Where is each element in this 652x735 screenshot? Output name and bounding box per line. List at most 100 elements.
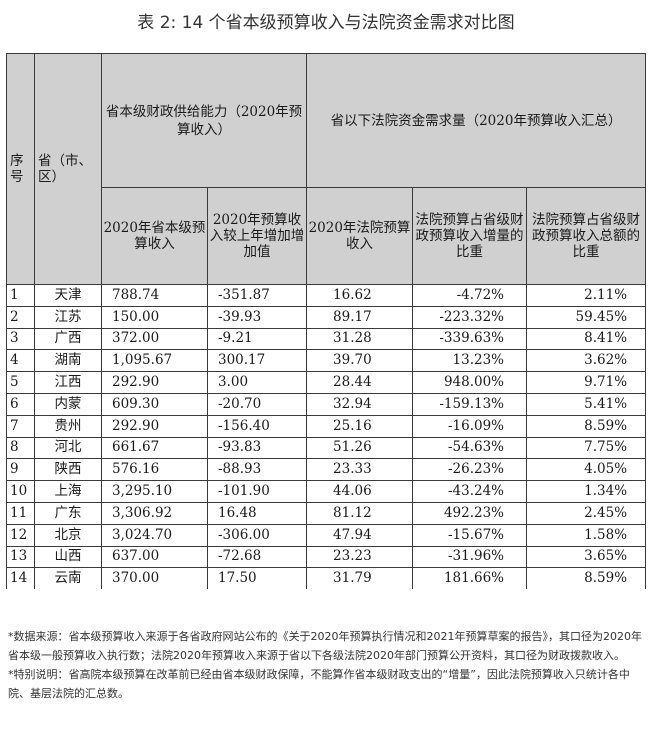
row-court-budget: 31.79 (306, 567, 414, 590)
row-ratio-total: 3.65% (526, 545, 647, 569)
row-budget: 661.67 (101, 436, 208, 460)
row-province: 山西 (34, 545, 102, 569)
row-province: 云南 (34, 567, 102, 590)
row-court-budget: 51.26 (306, 436, 414, 460)
row-increase: 16.48 (206, 501, 308, 525)
table-row: 6 内蒙 609.30 -20.70 32.94 -159.13% 5.41% (6, 392, 647, 416)
row-budget: 576.16 (101, 458, 208, 482)
table-row: 7 贵州 292.90 -156.40 25.16 -16.09% 8.59% (6, 414, 647, 438)
row-index: 11 (6, 501, 35, 525)
table-row: 9 陕西 576.16 -88.93 23.33 -26.23% 4.05% (6, 458, 647, 482)
row-ratio-increase: -159.13% (412, 392, 528, 416)
row-court-budget: 44.06 (306, 480, 414, 503)
row-index: 7 (6, 414, 35, 438)
row-increase: -351.87 (206, 284, 308, 307)
row-budget: 609.30 (101, 392, 208, 416)
row-index: 4 (6, 349, 35, 373)
row-increase: 300.17 (206, 349, 308, 373)
row-index: 8 (6, 436, 35, 460)
row-budget: 150.00 (101, 305, 208, 329)
header-court-ratio-increase: 法院预算占省级财政预算收入增量的比重 (412, 187, 528, 285)
row-province: 北京 (34, 523, 102, 547)
row-ratio-increase: -16.09% (412, 414, 528, 438)
budget-comparison-table: 序号 省（市、区） 省本级财政供给能力（2020年预算收入） 省以下法院资金需求… (6, 53, 647, 590)
row-index: 5 (6, 371, 35, 394)
row-ratio-increase: -4.72% (412, 284, 528, 307)
table-title: 表 2: 14 个省本级预算收入与法院资金需求对比图 (137, 13, 515, 33)
table-row: 4 湖南 1,095.67 300.17 39.70 13.23% 3.62% (6, 349, 647, 373)
row-court-budget: 32.94 (306, 392, 414, 416)
row-budget: 1,095.67 (101, 349, 208, 373)
row-court-budget: 89.17 (306, 305, 414, 329)
row-ratio-increase: -339.63% (412, 327, 528, 351)
row-court-budget: 16.62 (306, 284, 414, 307)
header-budget: 2020年省本级预算收入 (101, 187, 208, 285)
table-row: 5 江西 292.90 3.00 28.44 948.00% 9.71% (6, 371, 647, 394)
row-court-budget: 39.70 (306, 349, 414, 373)
row-ratio-total: 2.11% (526, 284, 647, 307)
row-ratio-increase: -31.96% (412, 545, 528, 569)
row-ratio-increase: -223.32% (412, 305, 528, 329)
notes: *数据来源：省本级预算收入来源于各省政府网站公布的《关于2020年预算执行情况和… (8, 627, 648, 703)
row-budget: 3,024.70 (101, 523, 208, 547)
row-ratio-total: 8.41% (526, 327, 647, 351)
table-row: 13 山西 637.00 -72.68 23.23 -31.96% 3.65% (6, 545, 647, 569)
table-row: 14 云南 370.00 17.50 31.79 181.66% 8.59% (6, 567, 647, 590)
row-budget: 3,295.10 (101, 480, 208, 503)
row-court-budget: 28.44 (306, 371, 414, 394)
row-province: 贵州 (34, 414, 102, 438)
header-court-ratio-total: 法院预算占省级财政预算收入总额的比重 (526, 187, 647, 285)
row-ratio-total: 8.59% (526, 567, 647, 590)
row-ratio-total: 7.75% (526, 436, 647, 460)
header-seq: 序号 (6, 53, 35, 285)
header-court-budget: 2020年法院预算收入 (306, 187, 414, 285)
row-ratio-increase: -43.24% (412, 480, 528, 503)
header-group-demand: 省以下法院资金需求量（2020年预算收入汇总） (306, 53, 647, 188)
row-index: 1 (6, 284, 35, 307)
row-index: 13 (6, 545, 35, 569)
table-row: 8 河北 661.67 -93.83 51.26 -54.63% 7.75% (6, 436, 647, 460)
row-court-budget: 23.23 (306, 545, 414, 569)
row-province: 江苏 (34, 305, 102, 329)
row-province: 江西 (34, 371, 102, 394)
row-ratio-total: 4.05% (526, 458, 647, 482)
row-province: 上海 (34, 480, 102, 503)
row-province: 陕西 (34, 458, 102, 482)
row-index: 9 (6, 458, 35, 482)
header-province: 省（市、区） (34, 53, 102, 285)
row-budget: 292.90 (101, 371, 208, 394)
table-row: 12 北京 3,024.70 -306.00 47.94 -15.67% 1.58% (6, 523, 647, 547)
header-increase: 2020年预算收入较上年增加增加值 (206, 187, 308, 285)
row-increase: 17.50 (206, 567, 308, 590)
row-budget: 3,306.92 (101, 501, 208, 525)
note-source: *数据来源：省本级预算收入来源于各省政府网站公布的《关于2020年预算执行情况和… (8, 630, 642, 662)
row-ratio-increase: -54.63% (412, 436, 528, 460)
row-increase: 3.00 (206, 371, 308, 394)
row-budget: 370.00 (101, 567, 208, 590)
row-ratio-total: 9.71% (526, 371, 647, 394)
row-increase: -156.40 (206, 414, 308, 438)
header-group-supply: 省本级财政供给能力（2020年预算收入） (100, 53, 308, 188)
row-budget: 788.74 (101, 284, 208, 307)
row-ratio-total: 1.34% (526, 480, 647, 503)
row-budget: 292.90 (101, 414, 208, 438)
row-index: 3 (6, 327, 35, 351)
row-court-budget: 81.12 (306, 501, 414, 525)
row-ratio-increase: 181.66% (412, 567, 528, 590)
row-ratio-total: 59.45% (526, 305, 647, 329)
row-province: 内蒙 (34, 392, 102, 416)
row-increase: -306.00 (206, 523, 308, 547)
row-index: 14 (6, 567, 35, 590)
row-province: 广东 (34, 501, 102, 525)
row-increase: -72.68 (206, 545, 308, 569)
row-ratio-increase: 13.23% (412, 349, 528, 373)
table-row: 3 广西 372.00 -9.21 31.28 -339.63% 8.41% (6, 327, 647, 351)
table-row: 10 上海 3,295.10 -101.90 44.06 -43.24% 1.34% (6, 480, 647, 503)
row-index: 12 (6, 523, 35, 547)
row-ratio-increase: 948.00% (412, 371, 528, 394)
row-court-budget: 23.33 (306, 458, 414, 482)
table-row: 1 天津 788.74 -351.87 16.62 -4.72% 2.11% (6, 284, 647, 307)
row-court-budget: 47.94 (306, 523, 414, 547)
row-province: 河北 (34, 436, 102, 460)
row-ratio-total: 5.41% (526, 392, 647, 416)
